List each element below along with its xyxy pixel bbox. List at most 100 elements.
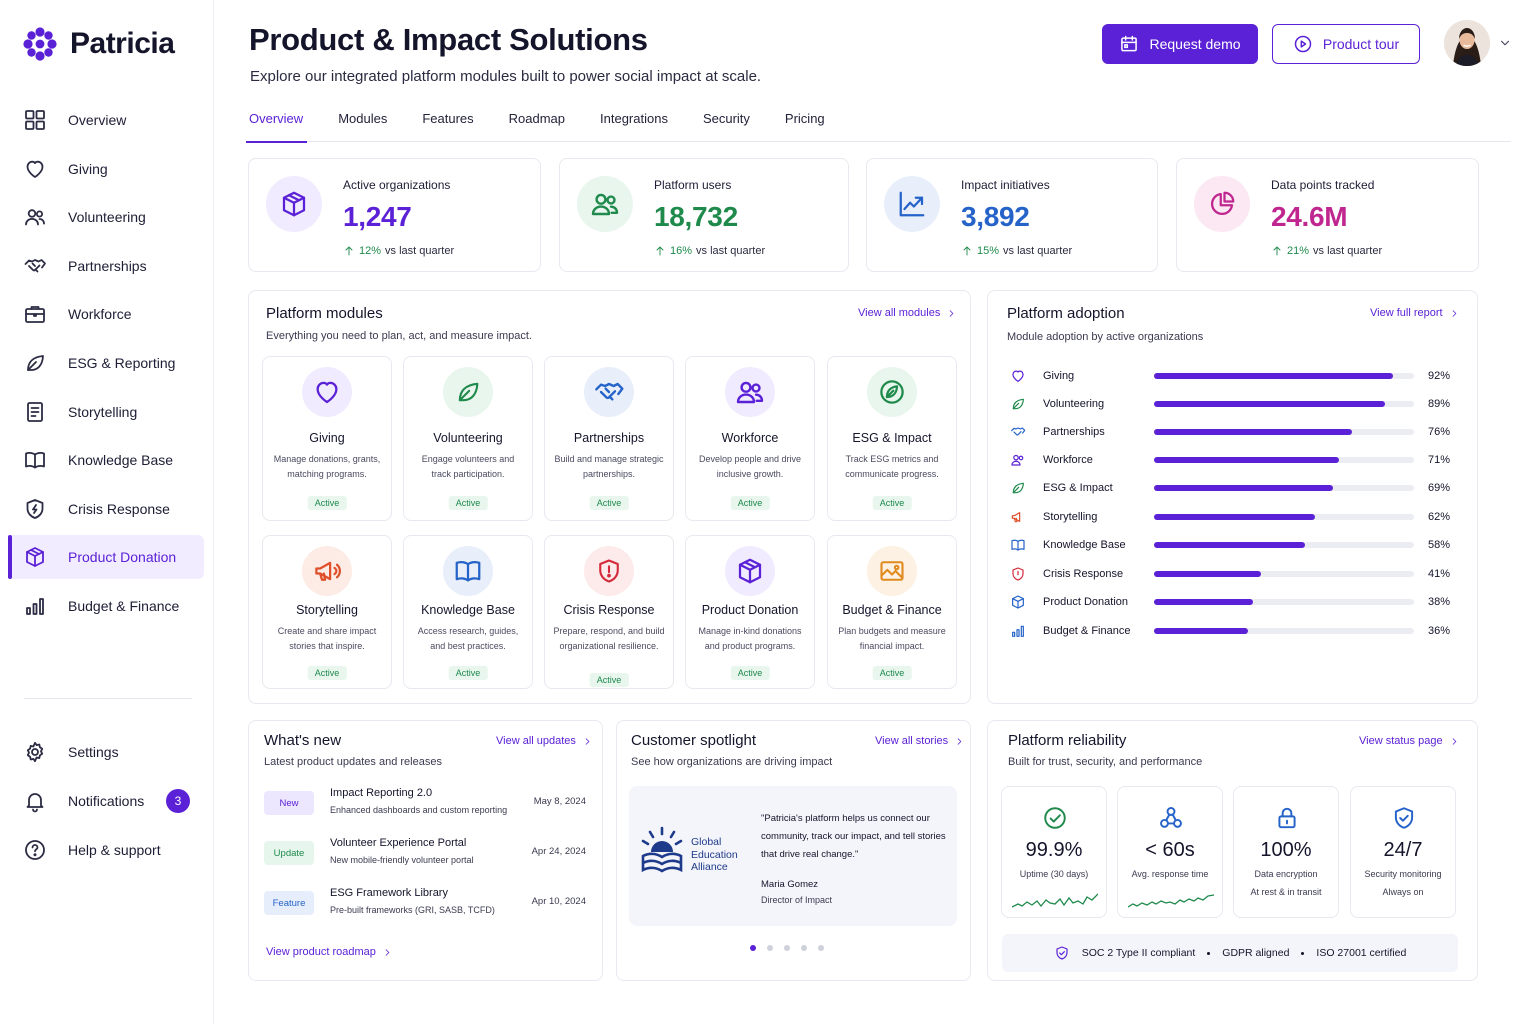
view-product-roadmap-link[interactable]: View product roadmap — [266, 946, 393, 958]
nodes-icon — [1160, 807, 1182, 828]
sidebar-divider — [24, 698, 192, 699]
uptime-sparkline — [1012, 893, 1098, 908]
users-icon — [25, 209, 45, 226]
platform-adoption-panel — [987, 290, 1478, 704]
module-card-product-donation[interactable]: Product Donation Manage in-kind donation… — [685, 535, 815, 689]
carousel-dot[interactable] — [784, 945, 790, 951]
carousel-dot[interactable] — [750, 945, 756, 951]
sidebar-item-product-donation[interactable]: Product Donation — [8, 535, 204, 580]
view-all-updates-link[interactable]: View all updates — [496, 735, 593, 747]
update-tag: Update — [264, 841, 314, 865]
module-card-workforce[interactable]: Workforce Develop people and drive inclu… — [685, 356, 815, 521]
sidebar-item-giving[interactable]: Giving — [8, 147, 204, 191]
sidebar-item-notifications[interactable]: Notifications 3 — [8, 779, 204, 823]
page-title: Product & Impact Solutions — [249, 22, 648, 57]
view-all-stories-link[interactable]: View all stories — [875, 735, 965, 747]
sidebar-item-label: Giving — [68, 160, 108, 177]
whats-new-subtitle: Latest product updates and releases — [264, 756, 442, 768]
sidebar-item-partnerships[interactable]: Partnerships — [8, 244, 204, 288]
update-date: May 8, 2024 — [533, 796, 586, 807]
module-icon-wrap — [302, 367, 352, 417]
module-card-storytelling[interactable]: Storytelling Create and share impact sto… — [262, 535, 392, 689]
module-name: Knowledge Base — [421, 603, 515, 617]
update-item[interactable]: Update Volunteer Experience Portal New m… — [264, 837, 588, 877]
sidebar-item-settings[interactable]: Settings — [8, 730, 204, 774]
sidebar-item-storytelling[interactable]: Storytelling — [8, 390, 204, 434]
stat-delta-text: vs last quarter — [385, 245, 455, 257]
view-full-report-link[interactable]: View full report — [1370, 307, 1460, 319]
reliability-card-monitoring: 24/7 Security monitoring Always on — [1350, 786, 1456, 918]
reliability-value: 24/7 — [1383, 839, 1423, 861]
reliability-card-response-time: < 60s Avg. response time — [1117, 786, 1223, 918]
module-card-partnerships[interactable]: Partnerships Build and manage strategic … — [544, 356, 674, 521]
sidebar-item-help-support[interactable]: Help & support — [8, 828, 204, 872]
carousel-dot[interactable] — [818, 945, 824, 951]
request-demo-button[interactable]: Request demo — [1102, 24, 1258, 64]
sidebar-item-label: Knowledge Base — [68, 452, 174, 469]
module-card-crisis-response[interactable]: Crisis Response Prepare, respond, and bu… — [544, 535, 674, 689]
module-name: Budget & Finance — [842, 603, 942, 617]
view-status-page-link[interactable]: View status page — [1359, 735, 1460, 747]
adoption-bar-fill — [1154, 401, 1386, 407]
module-card-giving[interactable]: Giving Manage donations, grants, matchin… — [262, 356, 392, 521]
reliability-card-encryption: 100% Data encryption At rest & in transi… — [1233, 786, 1339, 918]
tab-features[interactable]: Features — [422, 111, 474, 126]
carousel-dot[interactable] — [767, 945, 773, 951]
shield-check-icon — [1056, 946, 1068, 960]
logo[interactable]: Patricia — [22, 26, 175, 62]
update-item[interactable]: New Impact Reporting 2.0 Enhanced dashbo… — [264, 787, 588, 827]
compliance-item: GDPR aligned — [1222, 947, 1290, 959]
sidebar-item-knowledge-base[interactable]: Knowledge Base — [8, 438, 204, 482]
module-name: ESG & Impact — [852, 431, 932, 445]
avatar[interactable] — [1444, 20, 1490, 66]
update-item[interactable]: Feature ESG Framework Library Pre-built … — [264, 887, 588, 927]
adoption-percent: 38% — [1428, 596, 1451, 608]
module-card-knowledge-base[interactable]: Knowledge Base Access research, guides, … — [403, 535, 533, 689]
megaphone-icon — [315, 561, 341, 581]
adoption-name: Budget & Finance — [1043, 625, 1131, 637]
tab-roadmap[interactable]: Roadmap — [508, 111, 566, 126]
stat-icon-wrap — [1194, 176, 1250, 232]
sidebar-item-crisis-response[interactable]: Crisis Response — [8, 487, 204, 531]
sidebar-item-budget-finance[interactable]: Budget & Finance — [8, 584, 204, 628]
reliability-value: < 60s — [1145, 839, 1195, 861]
link-label: View product roadmap — [266, 946, 376, 958]
leaf-icon — [1012, 398, 1024, 410]
platform-adoption-subtitle: Module adoption by active organizations — [1007, 331, 1204, 343]
stat-value: 18,732 — [654, 201, 738, 232]
carousel-dot[interactable] — [801, 945, 807, 951]
platform-modules-title: Platform modules — [266, 305, 383, 322]
stat-card-impact-initiatives: Impact initiatives 3,892 15% vs last qua… — [866, 158, 1158, 272]
sidebar-item-label: Overview — [68, 112, 127, 128]
module-name: Giving — [309, 431, 345, 445]
platform-reliability-title: Platform reliability — [1008, 732, 1127, 749]
sidebar-item-overview[interactable]: Overview — [8, 98, 204, 142]
reliability-sublabel: Always on — [1382, 887, 1424, 897]
tab-overview[interactable]: Overview — [245, 104, 308, 143]
tab-security[interactable]: Security — [702, 111, 750, 126]
bar-chart-icon — [26, 598, 44, 615]
tab-integrations[interactable]: Integrations — [600, 111, 668, 126]
tab-pricing[interactable]: Pricing — [784, 111, 825, 126]
product-tour-button[interactable]: Product tour — [1272, 24, 1420, 64]
adoption-row-esg-impact: ESG & Impact 69% — [1010, 478, 1462, 498]
module-description: Prepare, respond, and build organization… — [553, 626, 665, 651]
response-time-sparkline — [1128, 894, 1214, 908]
tab-modules[interactable]: Modules — [338, 111, 388, 126]
module-description: Access research, guides, and best practi… — [417, 626, 519, 651]
module-description: Plan budgets and measure financial impac… — [838, 626, 946, 651]
module-card-volunteering[interactable]: Volunteering Engage volunteers and track… — [403, 356, 533, 521]
sidebar-item-workforce[interactable]: Workforce — [8, 292, 204, 336]
whats-new-title: What's new — [264, 732, 342, 749]
update-description: New mobile-friendly volunteer portal — [330, 855, 474, 865]
stat-value: 24.6M — [1271, 201, 1348, 232]
module-card-esg-impact[interactable]: ESG & Impact Track ESG metrics and commu… — [827, 356, 957, 521]
calendar-icon — [1121, 35, 1138, 52]
sidebar-item-label: Product Donation — [68, 549, 177, 566]
module-status-badge: Active — [448, 666, 488, 680]
chevron-down-icon[interactable] — [1498, 36, 1512, 50]
sidebar-item-esg-reporting[interactable]: ESG & Reporting — [8, 341, 204, 385]
module-card-budget-finance[interactable]: Budget & Finance Plan budgets and measur… — [827, 535, 957, 689]
sidebar-item-volunteering[interactable]: Volunteering — [8, 195, 204, 239]
view-all-modules-link[interactable]: View all modules — [858, 307, 957, 319]
